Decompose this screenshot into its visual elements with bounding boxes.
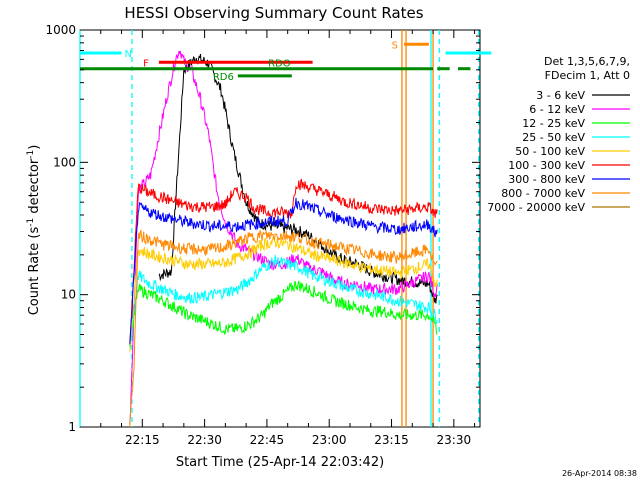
series-line: [129, 254, 438, 347]
y-tick-label: 10: [61, 288, 76, 302]
series-line: [129, 280, 438, 349]
y-axis-label: Count Rate (s-1 detector-1): [26, 145, 42, 316]
y-tick-label: 100: [53, 155, 76, 169]
series-line: [129, 50, 438, 424]
flag-label: S: [392, 40, 398, 51]
legend-label: 7000 - 20000 keV: [487, 201, 585, 214]
x-tick-label: 23:15: [374, 433, 409, 447]
y-axis-label-sup: -1: [26, 218, 36, 227]
y-axis: 1 10 100 1000: [45, 23, 480, 434]
x-tick-label: 22:15: [125, 433, 160, 447]
flag-label: RDO: [268, 59, 291, 70]
plot-area: NF S RDO RD6: [79, 29, 492, 428]
flag-label: N: [125, 49, 132, 60]
legend-label: 800 - 7000 keV: [501, 187, 585, 200]
flag-label: RD6: [213, 72, 234, 83]
legend-header-2: FDecim 1, Att 0: [545, 69, 630, 82]
legend-label: 100 - 300 keV: [508, 159, 585, 172]
legend-label: 300 - 800 keV: [508, 173, 585, 186]
y-tick-label: 1: [68, 420, 76, 434]
plot-frame: [79, 29, 481, 428]
y-axis-label-main: Count Rate (s: [27, 227, 42, 316]
y-axis-label-sup2: -1: [26, 150, 36, 159]
y-tick-label: 1000: [45, 23, 76, 37]
legend: Det 1,3,5,6,7,9, FDecim 1, Att 0 3 - 6 k…: [487, 55, 630, 214]
legend-label: 3 - 6 keV: [536, 89, 585, 102]
y-axis-label-tail: detector: [27, 158, 42, 218]
legend-label: 6 - 12 keV: [529, 103, 585, 116]
series-lines: [129, 50, 438, 428]
series-line: [129, 228, 438, 428]
x-axis-label: Start Time (25-Apr-14 22:03:42): [176, 455, 384, 470]
x-axis: 22:15 22:30 22:45 23:00 23:15 23:30: [100, 30, 476, 447]
state-flags: NF S RDO RD6: [80, 40, 492, 83]
flag-label: F: [143, 58, 149, 69]
x-tick-label: 23:30: [437, 433, 472, 447]
series-line: [129, 197, 438, 345]
footer-timestamp: 26-Apr-2014 08:38: [562, 469, 637, 478]
legend-label: 12 - 25 keV: [522, 117, 585, 130]
series-line: [129, 235, 438, 352]
legend-header-1: Det 1,3,5,6,7,9,: [544, 55, 630, 68]
chart-title: HESSI Observing Summary Count Rates: [124, 4, 423, 22]
legend-label: 25 - 50 keV: [522, 131, 585, 144]
x-tick-label: 22:45: [250, 433, 285, 447]
y-axis-label-close: ): [27, 145, 42, 150]
x-tick-label: 23:00: [312, 433, 347, 447]
x-tick-label: 22:30: [187, 433, 222, 447]
legend-label: 50 - 100 keV: [515, 145, 585, 158]
